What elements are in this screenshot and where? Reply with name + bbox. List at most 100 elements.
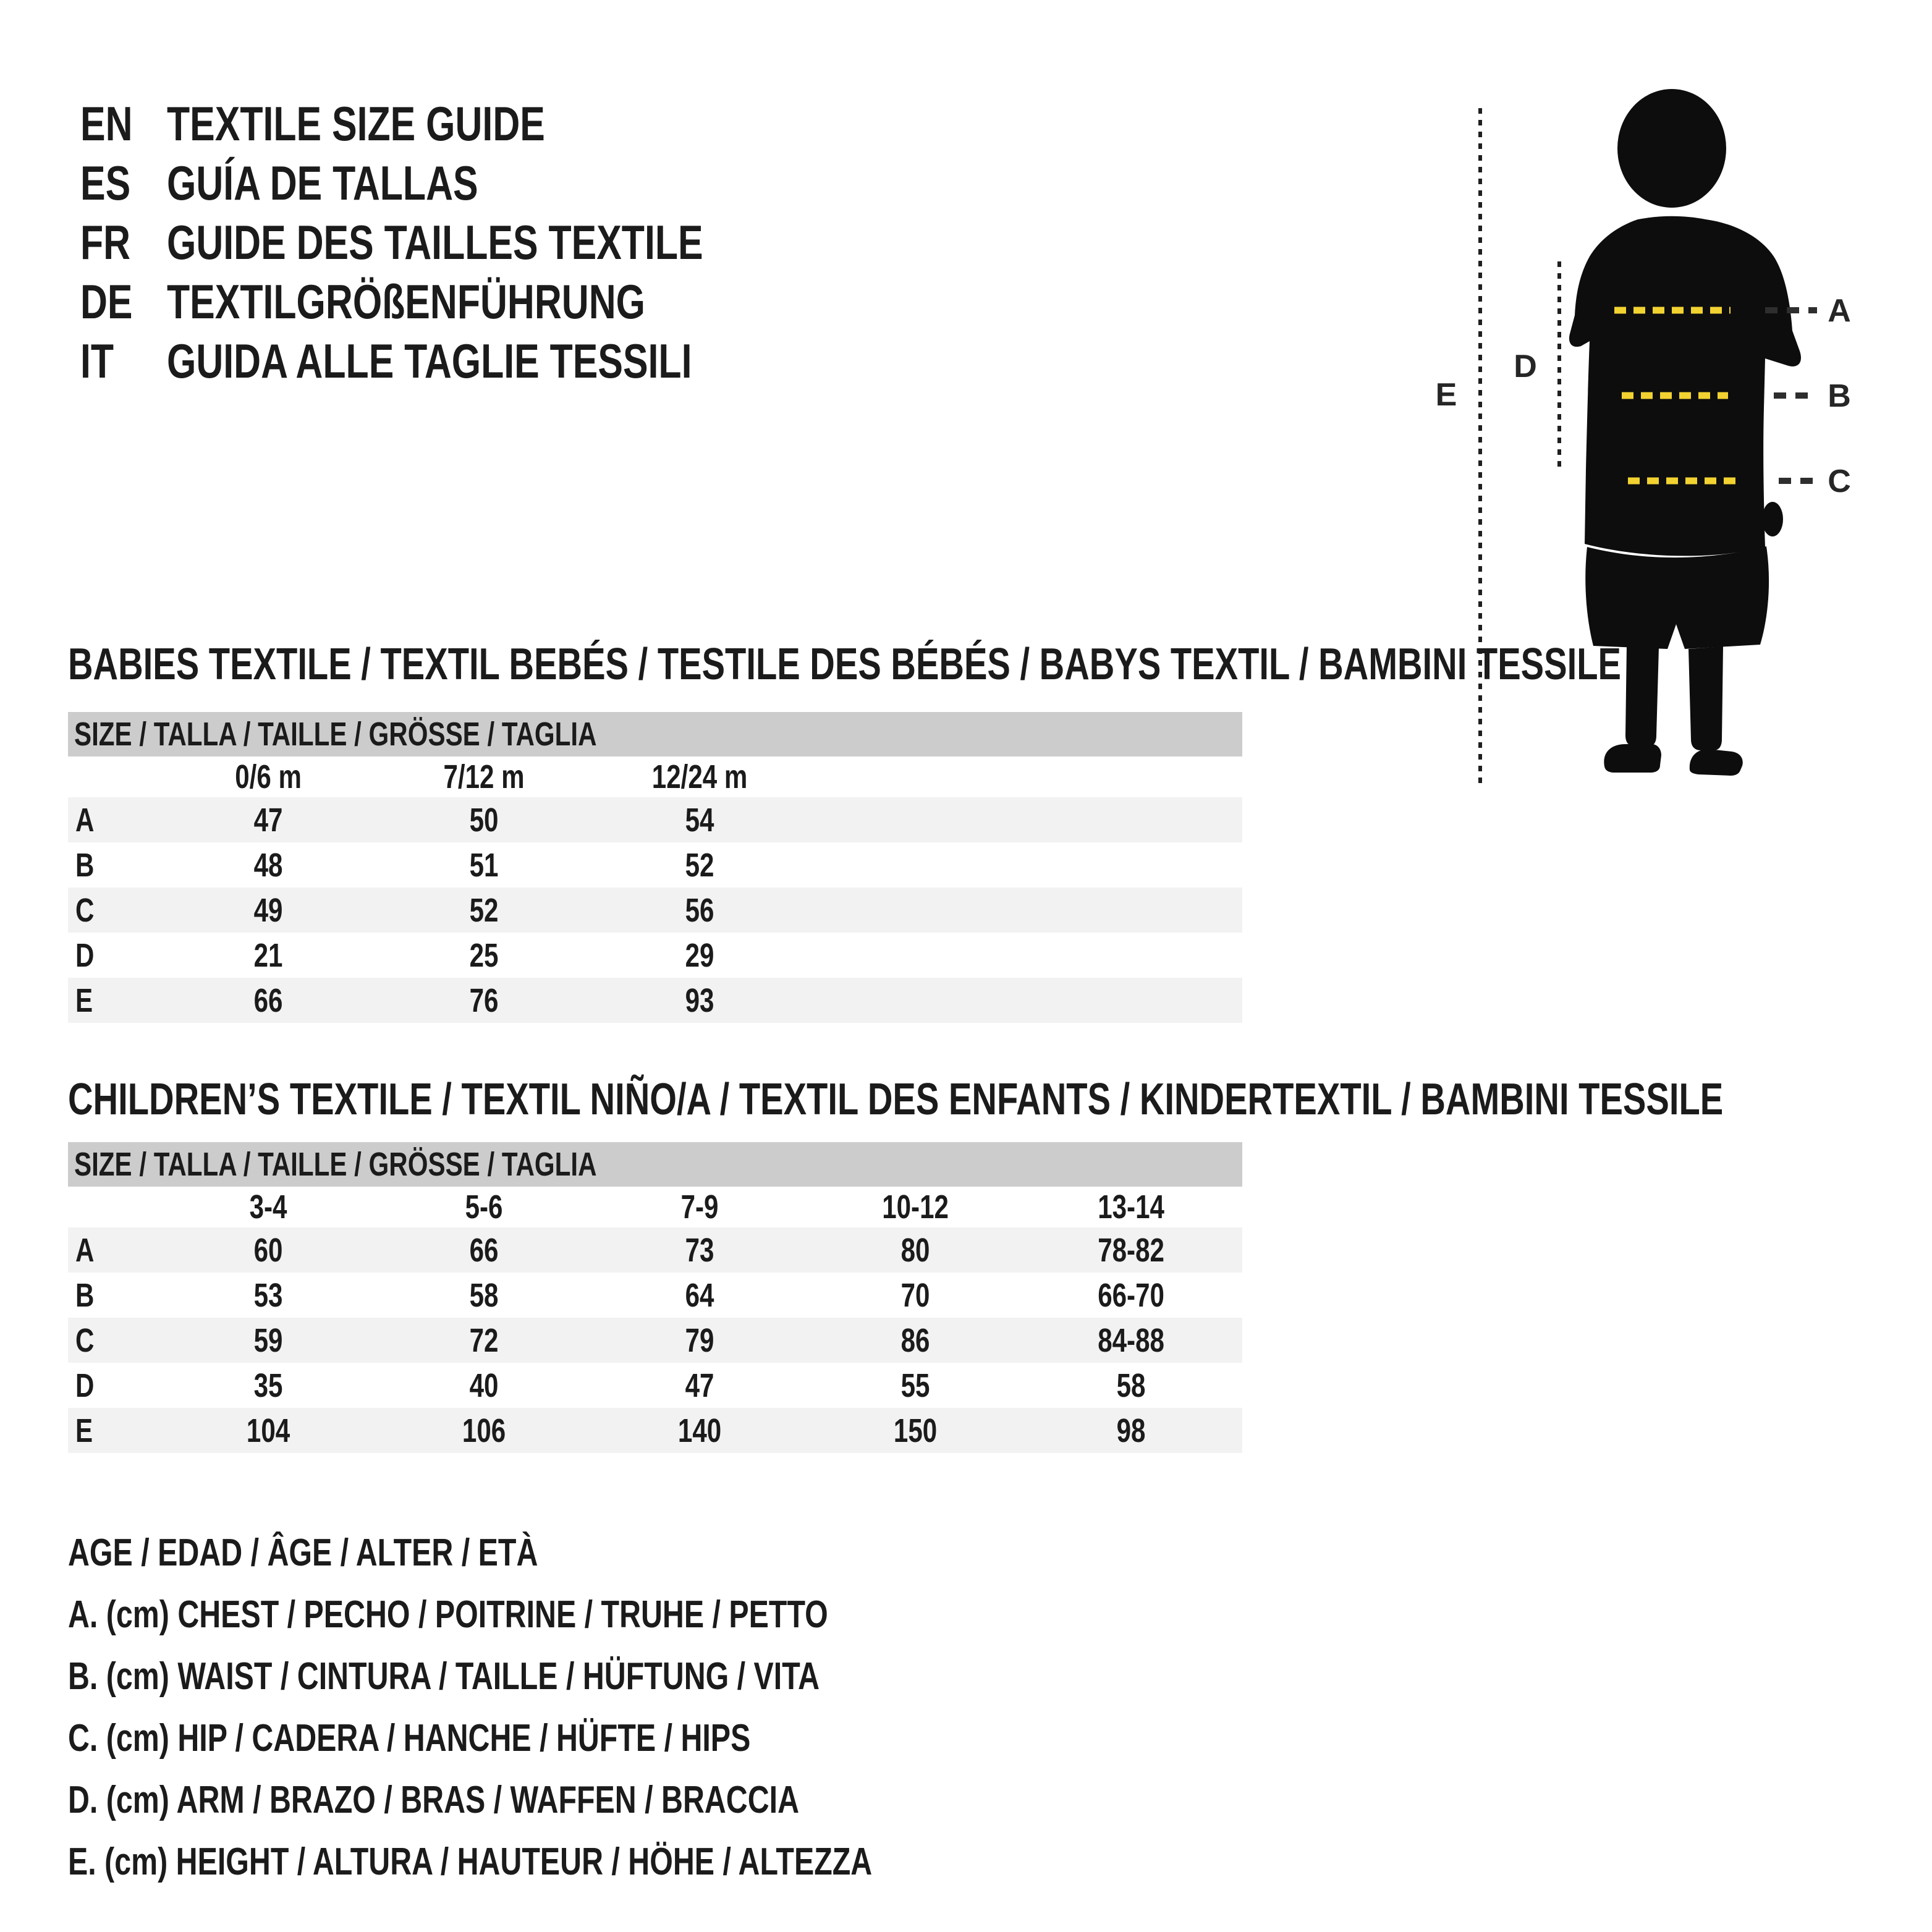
cell-value: 58 (1117, 1366, 1146, 1404)
figure-label-a: A (1828, 293, 1851, 329)
cell-value: 47 (685, 1366, 714, 1404)
children-size-header-bar: SIZE / TALLA / TAILLE / GRÖSSE / TAGLIA (68, 1142, 1242, 1187)
children-size-table: SIZE / TALLA / TAILLE / GRÖSSE / TAGLIA … (68, 1142, 1242, 1453)
row-label: A (75, 801, 95, 839)
lang-title-de: TEXTILGRÖßENFÜHRUNG (167, 274, 645, 329)
lang-code-it: IT (80, 333, 114, 388)
children-col-3-4: 3-4 (250, 1188, 287, 1226)
measurement-legend: AGE / EDAD / ÂGE / ALTER / ETÀ A. (cm) C… (68, 1522, 1099, 1892)
lang-row-en: EN TEXTILE SIZE GUIDE (80, 94, 854, 153)
figure-label-c: C (1828, 464, 1851, 499)
row-label: E (75, 1412, 93, 1449)
children-column-header-row: 3-4 5-6 7-9 10-12 13-14 (68, 1187, 1242, 1227)
babies-col-12-24m: 12/24 m (652, 758, 748, 795)
cell-value: 72 (470, 1321, 499, 1359)
figure-label-e: E (1436, 377, 1457, 413)
cell-value: 48 (254, 846, 283, 884)
cell-value: 47 (254, 801, 283, 839)
lang-row-es: ES GUÍA DE TALLAS (80, 153, 854, 213)
lang-code-en: EN (80, 96, 133, 151)
row-label: B (75, 1276, 95, 1314)
children-col-7-9: 7-9 (681, 1188, 719, 1226)
babies-row-d: D 21 25 29 (68, 933, 1242, 978)
children-col-5-6: 5-6 (465, 1188, 503, 1226)
lang-row-fr: FR GUIDE DES TAILLES TEXTILE (80, 213, 854, 272)
lang-title-fr: GUIDE DES TAILLES TEXTILE (167, 214, 703, 269)
cell-value: 66 (254, 981, 283, 1019)
cell-value: 49 (254, 891, 283, 929)
measurement-figure: A B C D E (1436, 89, 1851, 788)
row-label: A (75, 1231, 95, 1269)
lang-title-it: GUIDA ALLE TAGLIE TESSILI (167, 333, 692, 388)
row-label: C (75, 891, 95, 929)
row-label: D (75, 936, 95, 974)
row-label: E (75, 981, 93, 1019)
babies-size-table: SIZE / TALLA / TAILLE / GRÖSSE / TAGLIA … (68, 712, 1242, 1023)
cell-value: 80 (901, 1231, 930, 1269)
babies-col-0-6m: 0/6 m (235, 758, 302, 795)
figure-label-b: B (1828, 378, 1851, 414)
cell-value: 86 (901, 1321, 930, 1359)
cell-value: 150 (894, 1412, 938, 1449)
lang-code-es: ES (80, 155, 131, 210)
babies-row-a: A 47 50 54 (68, 797, 1242, 842)
cell-value: 52 (470, 891, 499, 929)
children-col-10-12: 10-12 (882, 1188, 949, 1226)
legend-arm: D. (cm) ARM / BRAZO / BRAS / WAFFEN / BR… (68, 1778, 800, 1821)
cell-value: 78-82 (1098, 1231, 1165, 1269)
babies-col-7-12m: 7/12 m (443, 758, 525, 795)
lang-row-de: DE TEXTILGRÖßENFÜHRUNG (80, 272, 854, 331)
language-title-block: EN TEXTILE SIZE GUIDE ES GUÍA DE TALLAS … (80, 94, 854, 391)
cell-value: 58 (470, 1276, 499, 1314)
cell-value: 98 (1117, 1412, 1146, 1449)
lang-title-en: TEXTILE SIZE GUIDE (167, 96, 545, 151)
cell-value: 84-88 (1098, 1321, 1165, 1359)
children-row-c: C 59 72 79 86 84-88 (68, 1318, 1242, 1363)
cell-value: 66-70 (1098, 1276, 1165, 1314)
cell-value: 25 (470, 936, 499, 974)
children-col-13-14: 13-14 (1098, 1188, 1165, 1226)
cell-value: 104 (247, 1412, 290, 1449)
cell-value: 76 (470, 981, 499, 1019)
cell-value: 52 (685, 846, 714, 884)
cell-value: 50 (470, 801, 499, 839)
cell-value: 35 (254, 1366, 283, 1404)
figure-label-d: D (1514, 349, 1537, 384)
cell-value: 73 (685, 1231, 714, 1269)
cell-value: 51 (470, 846, 499, 884)
cell-value: 21 (254, 936, 283, 974)
cell-value: 93 (685, 981, 714, 1019)
babies-size-header-bar: SIZE / TALLA / TAILLE / GRÖSSE / TAGLIA (68, 712, 1242, 756)
children-row-d: D 35 40 47 55 58 (68, 1363, 1242, 1408)
children-section-title: CHILDREN’S TEXTILE / TEXTIL NIÑO/A / TEX… (68, 1075, 1724, 1124)
row-label: C (75, 1321, 95, 1359)
lang-title-es: GUÍA DE TALLAS (167, 155, 478, 210)
lang-row-it: IT GUIDA ALLE TAGLIE TESSILI (80, 331, 854, 391)
lang-code-de: DE (80, 274, 133, 329)
lang-code-fr: FR (80, 214, 131, 269)
cell-value: 54 (685, 801, 714, 839)
legend-hip: C. (cm) HIP / CADERA / HANCHE / HÜFTE / … (68, 1716, 751, 1760)
children-row-e: E 104 106 140 150 98 (68, 1408, 1242, 1453)
legend-chest: A. (cm) CHEST / PECHO / POITRINE / TRUHE… (68, 1593, 828, 1636)
cell-value: 60 (254, 1231, 283, 1269)
cell-value: 53 (254, 1276, 283, 1314)
children-row-a: A 60 66 73 80 78-82 (68, 1227, 1242, 1273)
babies-row-c: C 49 52 56 (68, 888, 1242, 933)
children-row-b: B 53 58 64 70 66-70 (68, 1273, 1242, 1318)
cell-value: 29 (685, 936, 714, 974)
babies-section-title: BABIES TEXTILE / TEXTIL BEBÉS / TESTILE … (68, 640, 1621, 689)
babies-row-e: E 66 76 93 (68, 978, 1242, 1023)
cell-value: 64 (685, 1276, 714, 1314)
cell-value: 40 (470, 1366, 499, 1404)
child-silhouette (1569, 89, 1801, 776)
cell-value: 70 (901, 1276, 930, 1314)
legend-height: E. (cm) HEIGHT / ALTURA / HAUTEUR / HÖHE… (68, 1840, 873, 1883)
row-label: B (75, 846, 95, 884)
row-label: D (75, 1366, 95, 1404)
cell-value: 56 (685, 891, 714, 929)
legend-age: AGE / EDAD / ÂGE / ALTER / ETÀ (68, 1531, 538, 1574)
cell-value: 59 (254, 1321, 283, 1359)
cell-value: 66 (470, 1231, 499, 1269)
